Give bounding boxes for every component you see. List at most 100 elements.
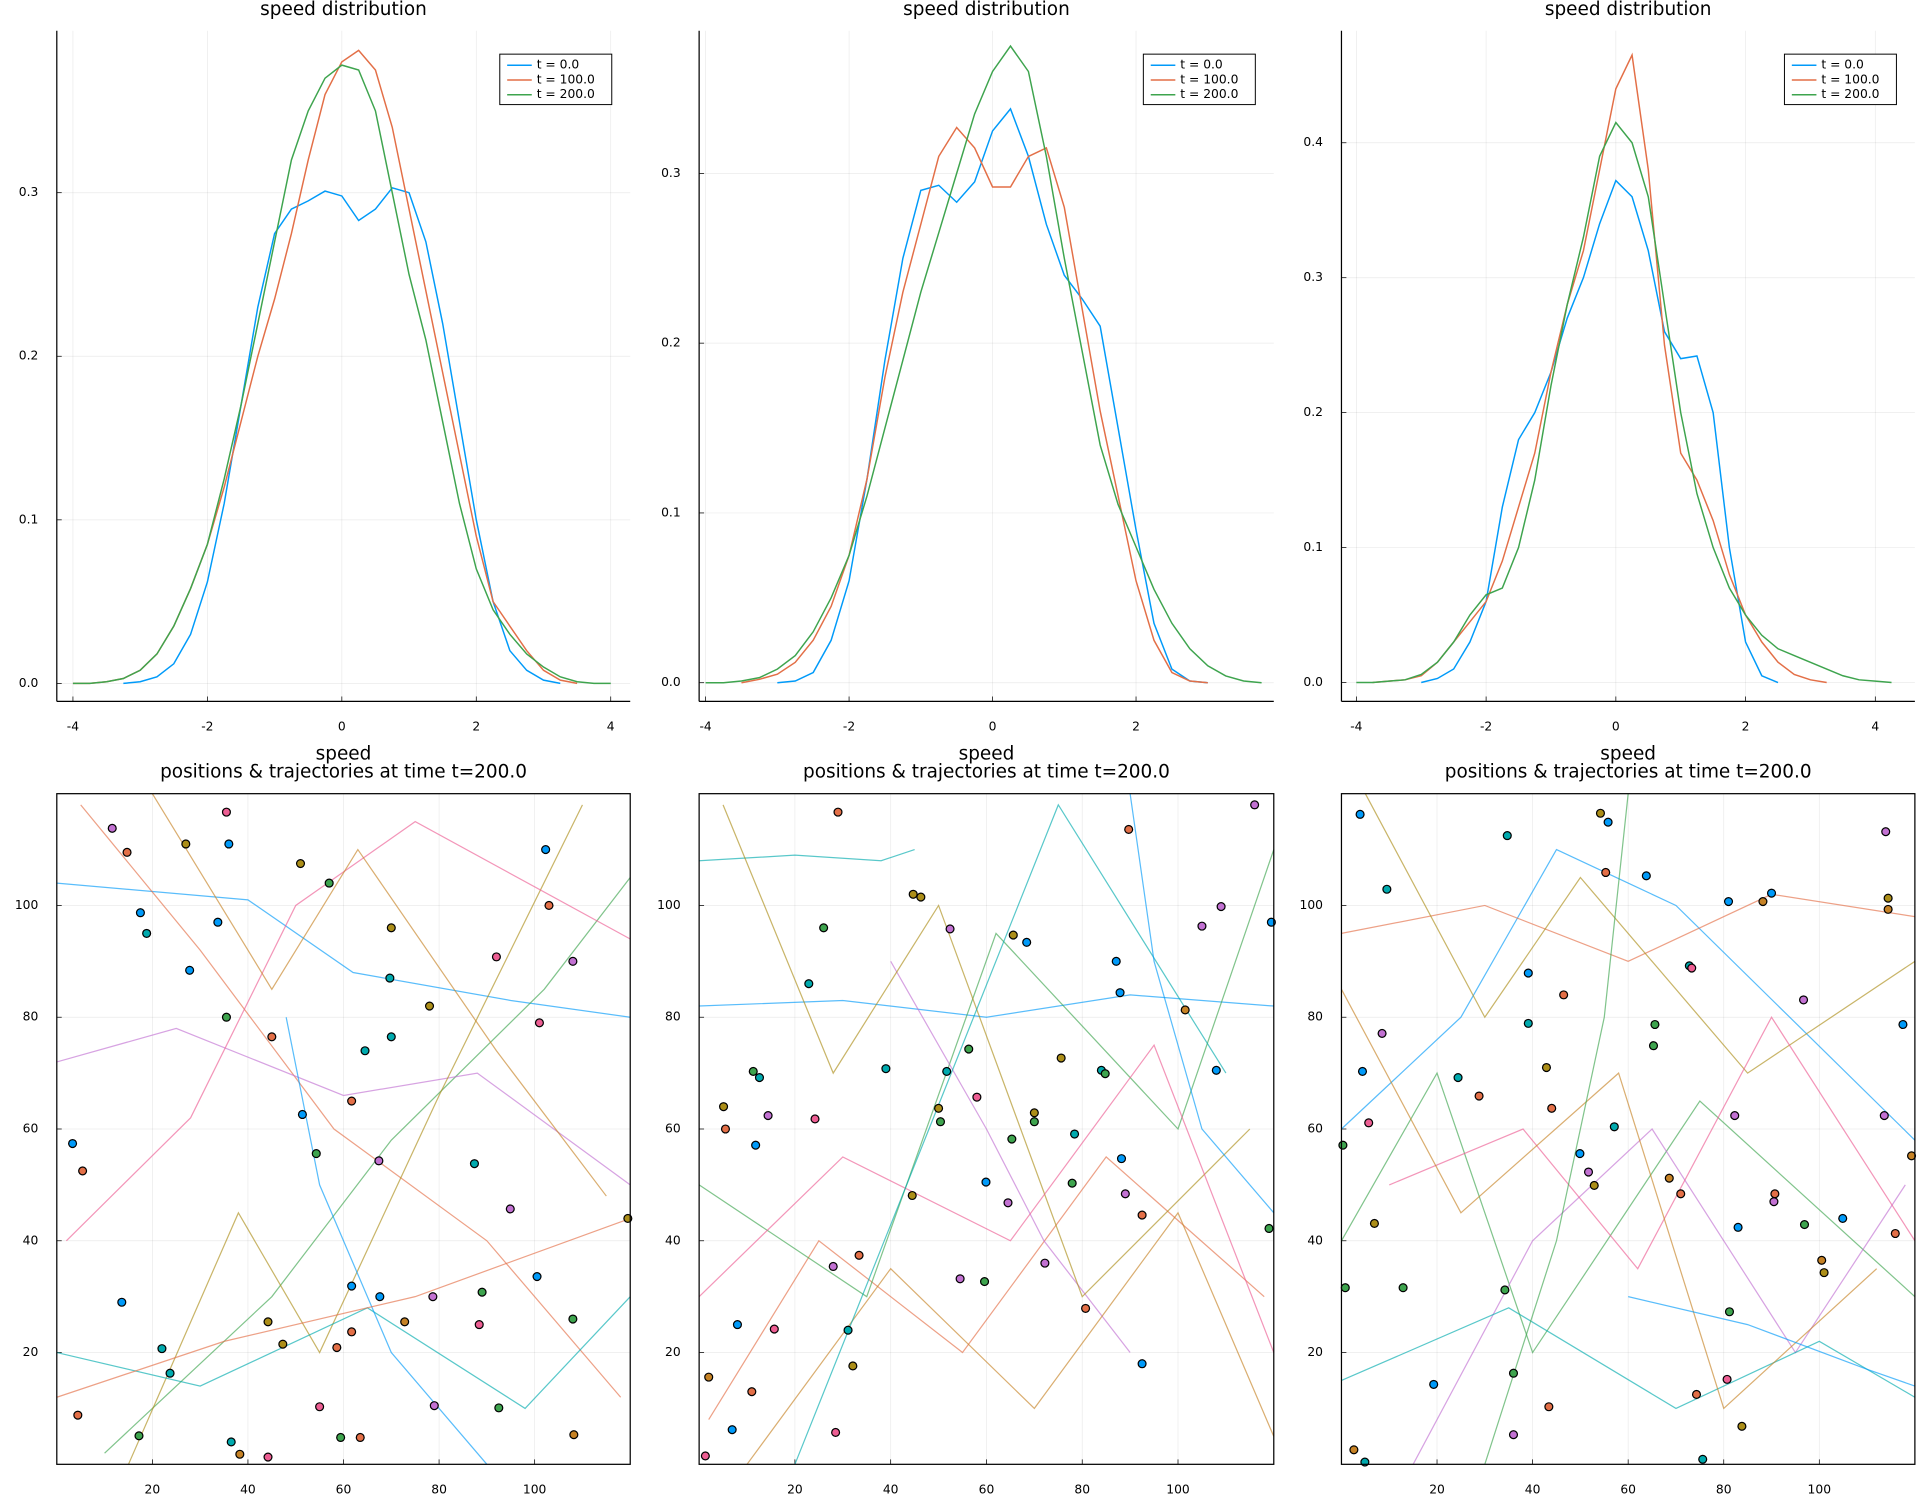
particle [295, 858, 306, 869]
y-tick-label: 100 [15, 898, 38, 912]
particle [263, 1452, 273, 1462]
density-line [1421, 179, 1779, 684]
particle [1100, 1069, 1110, 1079]
particle [1698, 1454, 1708, 1464]
trajectory [127, 804, 583, 1465]
y-tick-label: 60 [23, 1121, 39, 1135]
x-tick-label: 2 [1742, 720, 1750, 734]
particle [1040, 1258, 1050, 1268]
density-line [72, 64, 611, 685]
x-tick-label: 0 [338, 720, 346, 734]
particle [1601, 867, 1611, 878]
y-tick-label: 0.2 [19, 349, 39, 363]
particle [1676, 1189, 1686, 1199]
particle [1722, 1374, 1732, 1384]
particle [1008, 930, 1018, 940]
x-tick-label: 60 [1620, 1483, 1636, 1497]
particle [720, 1124, 731, 1134]
trajectory [698, 1043, 1275, 1353]
particle [1137, 1359, 1147, 1369]
trajectory [1628, 1296, 1916, 1387]
particle [1737, 1421, 1747, 1431]
particle [278, 1339, 288, 1349]
particle [78, 1166, 88, 1176]
particle [505, 1204, 515, 1214]
particle [848, 1361, 858, 1371]
particle [385, 973, 395, 983]
y-tick-label: 60 [1307, 1121, 1323, 1135]
particle [964, 1044, 974, 1054]
chart-title: speed distribution [1545, 0, 1712, 20]
particle [1883, 904, 1893, 914]
trajectory [151, 793, 607, 1197]
x-tick-label: 4 [1871, 720, 1879, 734]
y-tick-label: 80 [23, 1010, 39, 1024]
y-tick-label: 40 [665, 1233, 681, 1247]
particle [843, 1325, 853, 1335]
particle [1355, 809, 1365, 819]
particle [428, 1292, 438, 1302]
panel: speed distribution -4 -2 0 2 0.0 0.1 0.2 0.3 t = … [661, 0, 1274, 734]
particle [1583, 1167, 1594, 1177]
particle [908, 889, 918, 899]
particle [979, 1277, 990, 1287]
x-tick-label: 80 [1716, 1483, 1732, 1497]
particle [1770, 1189, 1780, 1199]
particle [1502, 831, 1512, 841]
particle [1211, 1065, 1221, 1075]
particle [1029, 1108, 1039, 1118]
particle [1007, 1134, 1017, 1144]
particle [494, 1403, 504, 1413]
particle [1120, 1189, 1130, 1199]
particle [568, 956, 578, 966]
particle [1022, 937, 1032, 947]
trajectory [1389, 1016, 1916, 1270]
y-tick-label: 80 [665, 1010, 681, 1024]
trajectory [699, 994, 1274, 1018]
particle [1898, 1019, 1908, 1030]
particle [568, 1314, 578, 1324]
particle [1116, 1154, 1127, 1164]
y-tick-label: 100 [657, 898, 680, 912]
particle [1603, 817, 1613, 827]
particle [68, 1138, 78, 1149]
trajectory [1484, 793, 1629, 1465]
particle [1081, 1303, 1091, 1313]
y-tick-label: 20 [665, 1345, 681, 1359]
particle [374, 1156, 384, 1166]
trajectory [65, 820, 631, 1242]
particle [332, 1342, 342, 1353]
particle [1508, 1430, 1519, 1440]
particle [1382, 884, 1392, 894]
particle [1769, 1197, 1779, 1207]
trajectory [1341, 1307, 1916, 1410]
particle [1111, 956, 1121, 966]
particle [1648, 1041, 1659, 1051]
density-line [777, 107, 1208, 684]
particle [1589, 1180, 1599, 1190]
particle [1541, 1062, 1552, 1073]
y-tick-label: 0.1 [19, 512, 39, 526]
x-tick-label: -4 [1350, 720, 1362, 734]
particle [1523, 968, 1533, 978]
particle [386, 923, 396, 933]
particle [263, 1317, 273, 1327]
particle [934, 1103, 944, 1113]
y-tick-label: 100 [1300, 898, 1323, 912]
particle [1766, 888, 1777, 898]
y-tick-label: 0.0 [661, 675, 681, 689]
particle [700, 1451, 710, 1461]
y-tick-label: 0.3 [661, 166, 681, 180]
legend-label: t = 200.0 [537, 87, 595, 101]
particle [1687, 963, 1697, 973]
particle [1881, 827, 1891, 837]
particle [544, 900, 554, 911]
particle [1369, 1218, 1379, 1228]
particle [935, 1117, 946, 1127]
particle [1883, 893, 1893, 903]
particle [181, 839, 191, 849]
legend-label: t = 0.0 [537, 58, 580, 72]
particle [532, 1271, 542, 1282]
trajectory [285, 1017, 488, 1465]
